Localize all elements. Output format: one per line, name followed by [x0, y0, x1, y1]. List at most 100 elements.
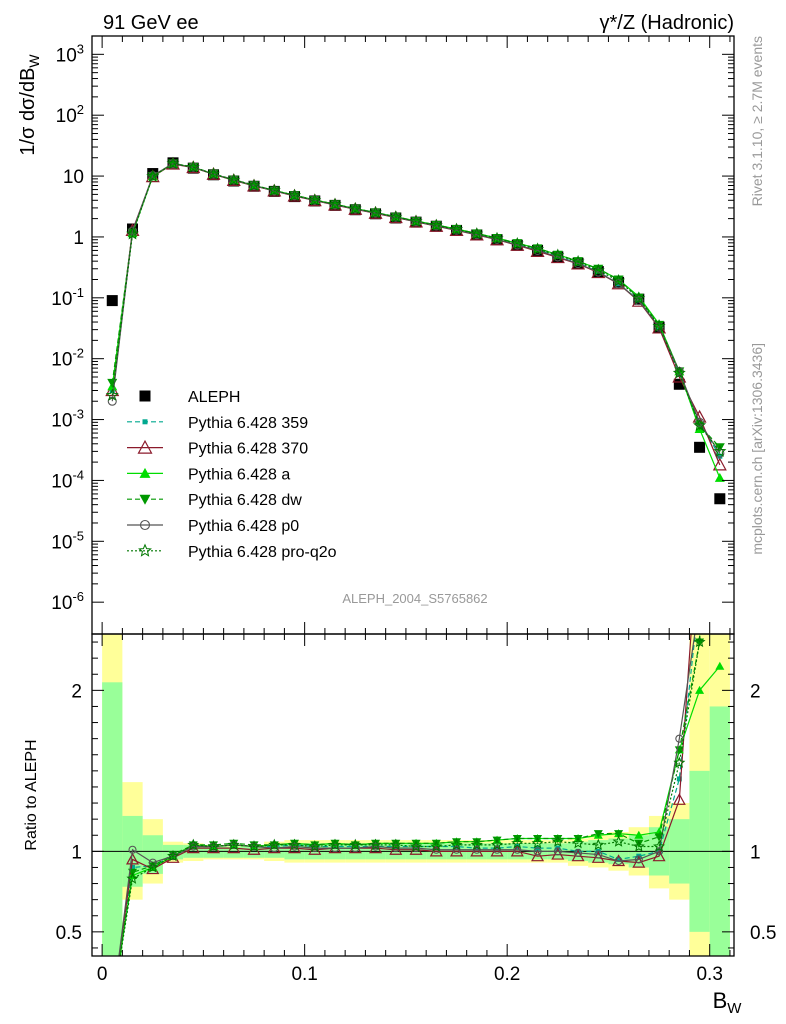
legend-label: Pythia 6.428 pro-q2o [188, 544, 337, 561]
ratio-point [290, 842, 299, 851]
ratio-point [349, 838, 362, 851]
legend-entry: Pythia 6.428 p0 [127, 518, 299, 535]
data-point [330, 200, 340, 210]
y-tick-label-exponent: 2 [77, 102, 84, 117]
ratio-point [675, 734, 684, 743]
ratio-point [531, 849, 545, 862]
data-point [288, 188, 302, 201]
ratio-point [513, 845, 522, 854]
y-tick-label-exponent: -4 [72, 467, 84, 482]
ratio-point [654, 833, 664, 842]
y-tick-label-base: 10 [51, 532, 72, 553]
legend-label: Pythia 6.428 359 [188, 415, 308, 432]
mcplots-reference-label: mcplots.cern.ch [arXiv:1306.3436] [749, 343, 765, 555]
y-tick-label: 10-2 [51, 346, 84, 371]
ratio-point [592, 838, 605, 851]
data-point [695, 417, 705, 427]
header-left-title: 91 GeV ee [103, 12, 199, 34]
ratio-point [533, 847, 542, 856]
ratio-point [472, 838, 482, 847]
data-point [227, 173, 241, 186]
y-tick-label-exponent: -1 [72, 285, 84, 300]
data-point [126, 227, 139, 240]
data-point [310, 195, 320, 205]
data-point [717, 453, 723, 459]
ratio-point [574, 848, 583, 858]
data-point [348, 201, 362, 215]
ratio-point [329, 838, 342, 851]
x-tick-label: 0.2 [494, 964, 520, 985]
y-label-prefix: 1/σ dσ/dB [17, 68, 39, 156]
data-point [207, 167, 220, 180]
ratio-point [351, 844, 360, 853]
ratio-point [389, 838, 402, 851]
data-point [267, 183, 281, 196]
legend-marker [139, 494, 151, 505]
data-point [612, 273, 626, 287]
ratio-point [612, 835, 625, 847]
ratio-point [310, 841, 320, 850]
data-point [533, 245, 543, 255]
y-tick-label: 10-5 [51, 528, 84, 553]
ratio-point [490, 844, 504, 857]
ratio-point [431, 839, 441, 848]
ratio-point [614, 830, 624, 839]
data-point [571, 254, 585, 268]
ratio-point [634, 839, 644, 848]
rivet-version-label: Rivet 3.1.10, ≥ 2.7M events [749, 36, 765, 206]
x-tick-label: 0.1 [291, 964, 317, 985]
ratio-y-axis-label: Ratio to ALEPH [23, 739, 40, 850]
ratio-point [531, 837, 544, 849]
ratio-point [693, 635, 706, 648]
data-point [107, 396, 117, 406]
x-label-subscript: W [727, 1000, 742, 1017]
y-tick-label-exponent: -2 [72, 346, 84, 361]
ratio-series-pythia-6-428-pro-q2o [119, 634, 706, 956]
main-series-pythia-6-428-pro-q2o [105, 156, 727, 457]
legend-marker [139, 467, 151, 478]
data-point [451, 225, 462, 235]
y-tick-label-exponent: 3 [77, 41, 84, 56]
y-tick-label: 10-6 [51, 589, 84, 614]
ratio-inner-band-bin [243, 846, 265, 858]
legend-marker [139, 390, 151, 402]
y-tick-label-base: 10 [51, 593, 72, 614]
legend-marker [139, 519, 151, 531]
ratio-point [330, 839, 340, 848]
ratio-point [553, 847, 562, 856]
y-tick-label-base: 10 [51, 289, 72, 310]
ratio-point [432, 845, 441, 854]
ratio-point [673, 756, 686, 768]
ratio-point [128, 845, 137, 854]
ratio-point [391, 839, 401, 848]
ratio-point [494, 845, 500, 851]
ratio-y-tick-label-right: 1 [750, 842, 761, 863]
legend: ALEPH Pythia 6.428 359 Pythia 6.428 370 Pyt… [127, 389, 337, 561]
ratio-point [634, 830, 644, 839]
y-tick-label: 103 [56, 41, 84, 66]
data-point [106, 295, 118, 307]
ratio-point [371, 839, 381, 848]
data-point [593, 264, 604, 274]
ratio-point [450, 844, 464, 857]
legend-label: Pythia 6.428 dw [188, 492, 302, 509]
y-tick-label-base: 10 [51, 350, 72, 371]
x-label-base: B [713, 988, 728, 1013]
data-point [593, 267, 603, 277]
ratio-point [430, 840, 443, 852]
ratio-point [715, 661, 725, 670]
data-point [105, 388, 119, 401]
data-point [470, 227, 484, 240]
legend-label: ALEPH [188, 389, 240, 406]
data-point [472, 230, 482, 240]
ratio-point [470, 838, 483, 851]
data-point [308, 193, 322, 206]
ratio-y-tick-label: 0.5 [56, 923, 82, 944]
y-tick-label: 1 [73, 228, 84, 249]
legend-label: Pythia 6.428 a [188, 466, 290, 483]
data-point [188, 162, 198, 172]
ratio-point [672, 793, 686, 805]
data-point [673, 378, 685, 390]
